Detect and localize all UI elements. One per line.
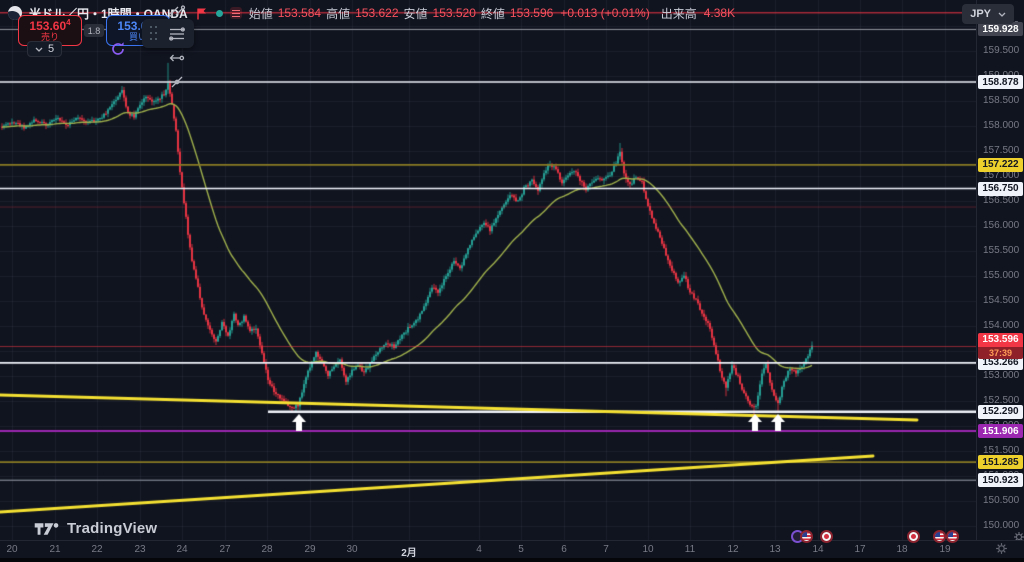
time-tick: 24 (176, 544, 188, 555)
price-tick: 151.500 (983, 445, 1020, 457)
ohlc-label: 終値 (480, 6, 505, 21)
price-tick: 153.000 (983, 370, 1020, 382)
time-tick: 17 (854, 544, 866, 555)
price-level-label: 159.928 (978, 22, 1023, 37)
tool-cross-line-icon[interactable] (165, 70, 189, 94)
currency-selector-label: JPY (970, 8, 991, 20)
economic-event-us-flag-icon[interactable] (946, 530, 959, 543)
price-change: +0.013 (+0.01%) (560, 6, 650, 20)
ohlc-value: 153.622 (355, 6, 399, 20)
time-tick: 29 (304, 544, 316, 555)
ohlc-label: 始値 (248, 6, 273, 21)
time-tick: 27 (219, 544, 231, 555)
price-axis-gear-icon[interactable] (1013, 530, 1024, 542)
price-tick: 150.500 (983, 495, 1020, 507)
sync-refresh-icon[interactable] (110, 41, 126, 57)
price-tick: 155.500 (983, 245, 1020, 257)
bar-count-selector[interactable]: 5 (27, 41, 63, 57)
price-tick: 158.500 (983, 94, 1020, 106)
chevron-down-icon (998, 12, 1006, 17)
price-tick: 152.500 (983, 395, 1020, 407)
tool-horizontal-lines-icon[interactable] (165, 22, 189, 46)
data-feed-icon[interactable] (229, 7, 242, 19)
time-tick: 10 (642, 544, 654, 555)
time-tick: 13 (769, 544, 781, 555)
ohlc-values: 始値 153.584 高値 153.622 安値 153.520 終値 153.596 (249, 5, 554, 22)
price-tick: 157.000 (983, 170, 1020, 181)
time-tick: 6 (561, 544, 567, 555)
sell-button[interactable]: 153.604 売り (18, 15, 82, 46)
price-level-label: 158.878 (978, 75, 1023, 89)
economic-event-jp-flag-icon[interactable] (907, 530, 920, 543)
spread-value: 1.8 (84, 24, 104, 37)
price-level-label: 156.750 (978, 181, 1023, 196)
time-tick: 11 (684, 544, 696, 555)
sell-button-label: 売り (40, 31, 59, 42)
flag-icon[interactable] (195, 6, 209, 20)
price-level-label: 152.290 (978, 404, 1023, 419)
time-tick: 19 (939, 544, 951, 555)
ohlc-label: 高値 (326, 6, 351, 21)
volume-value: 4.38K (703, 6, 736, 20)
time-tick: 5 (518, 544, 524, 555)
tool-parallel-channel-icon[interactable] (165, 0, 189, 22)
time-axis[interactable]: 20 21 22 23 24 27 28 29 30 2月 4 5 6 7 10 11 12 13 14 17 18 19 (0, 540, 1024, 559)
time-tick: 18 (896, 544, 908, 555)
economic-event-jp-flag-icon[interactable] (820, 530, 833, 543)
ohlc-value: 153.520 (432, 6, 476, 20)
time-tick: 4 (476, 544, 482, 555)
price-tick: 154.000 (983, 320, 1020, 332)
price-axis[interactable]: 160.000159.500159.000158.500158.000157.5… (976, 0, 1024, 542)
price-tick: 158.000 (983, 119, 1020, 131)
bar-count-value: 5 (48, 43, 55, 55)
economic-event-us-flag-icon[interactable] (933, 530, 946, 543)
tool-horizontal-ray-icon[interactable] (165, 46, 189, 70)
price-tick: 159.500 (983, 44, 1020, 56)
candlestick-chart-canvas[interactable] (0, 0, 976, 540)
last-price-value: 153.596 (978, 333, 1023, 348)
toolbar-drag-handle-icon[interactable] (150, 25, 160, 42)
price-tick: 155.000 (983, 270, 1020, 282)
time-tick: 30 (346, 544, 358, 555)
price-tick: 154.500 (983, 295, 1020, 307)
time-tick: 2月 (401, 548, 417, 559)
bar-countdown: 37:39 (978, 347, 1023, 360)
time-tick: 7 (603, 544, 609, 555)
time-tick: 20 (6, 544, 18, 555)
volume-label: 出来高 (660, 6, 697, 21)
buy-button-label: 買い (128, 31, 147, 42)
time-tick: 14 (812, 544, 824, 555)
ohlc-value: 153.596 (509, 6, 554, 20)
timezone-settings-gear-icon[interactable] (995, 542, 1008, 555)
chart-legend-bar: 米ドル／円・1時間・OANDA 始値 153.584 高値 153.622 安値 153.… (0, 0, 960, 26)
bottom-strip (0, 558, 1024, 562)
price-level-label: 153.266 (978, 355, 1023, 370)
price-level-label: 157.222 (978, 157, 1023, 172)
price-tick: 156.000 (983, 220, 1020, 232)
ohlc-value: 153.584 (277, 6, 322, 20)
time-tick: 23 (134, 544, 146, 555)
last-price-label: 153.596 37:39 (978, 333, 1023, 360)
time-tick: 12 (727, 544, 739, 555)
time-tick: 22 (91, 544, 103, 555)
chevron-down-icon (35, 47, 43, 52)
market-open-dot-icon (215, 9, 223, 17)
price-level-label: 150.923 (978, 473, 1023, 488)
currency-selector[interactable]: JPY (962, 4, 1014, 24)
price-level-label: 151.285 (978, 455, 1023, 470)
price-tick: 150.000 (983, 520, 1020, 532)
tradingview-logo-text: TradingView (67, 520, 158, 537)
time-tick: 28 (261, 544, 273, 555)
tradingview-mark-icon (34, 522, 59, 535)
price-tick: 157.500 (983, 144, 1020, 156)
time-tick: 21 (49, 544, 61, 555)
tradingview-logo[interactable]: TradingView (34, 520, 157, 537)
economic-event-us-flag-icon[interactable] (800, 530, 813, 543)
price-level-label: 151.906 (978, 424, 1023, 438)
floating-drawing-toolbar (142, 4, 194, 87)
ohlc-label: 安値 (403, 6, 428, 21)
price-tick: 156.500 (983, 195, 1020, 207)
